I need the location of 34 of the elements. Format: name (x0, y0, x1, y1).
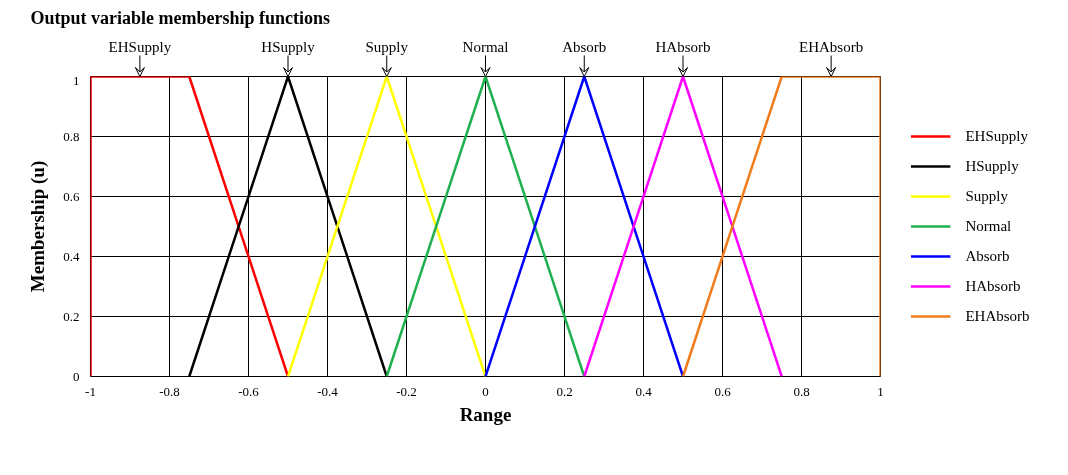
legend-label: Supply (965, 187, 1008, 205)
x-tick-label: -0.8 (159, 383, 180, 399)
y-tick-label: 0.6 (63, 188, 80, 204)
x-tick-label: -0.2 (396, 383, 417, 399)
annotation: EHSupply (108, 38, 172, 55)
chart-title: Output variable membership functions (30, 7, 331, 28)
y-tick-label: 1 (73, 72, 80, 88)
legend-label: HSupply (965, 157, 1019, 175)
annotation: Normal (462, 38, 509, 55)
x-tick-label: 0.4 (635, 383, 653, 399)
annotation: EHAbsorb (799, 38, 864, 55)
legend-label: EHSupply (965, 127, 1028, 145)
x-tick-label: -0.6 (238, 383, 260, 399)
x-tick-label: 0 (482, 383, 489, 399)
x-tick-label: 1 (877, 383, 884, 399)
annotation: Absorb (562, 38, 607, 55)
legend-label: Absorb (965, 247, 1010, 265)
x-tick-label: 0.8 (793, 383, 810, 399)
y-tick-label: 0.4 (63, 248, 80, 264)
y-tick-label: 0.2 (63, 308, 80, 324)
x-tick-label: 0.6 (714, 383, 732, 399)
x-tick-label: -0.4 (317, 383, 339, 399)
legend-label: HAbsorb (965, 277, 1021, 295)
x-tick-label: 0.2 (556, 383, 573, 399)
legend-label: Normal (965, 217, 1012, 235)
y-tick-label: 0 (73, 368, 80, 384)
y-axis-title: Membership (u) (27, 160, 50, 293)
annotation: HAbsorb (655, 38, 711, 55)
y-tick-label: 0.8 (63, 128, 80, 144)
annotation: Supply (365, 38, 409, 55)
legend-label: EHAbsorb (965, 307, 1030, 325)
x-axis-title: Range (459, 403, 512, 425)
x-tick-label: -1 (85, 383, 96, 399)
annotation: HSupply (261, 38, 316, 55)
